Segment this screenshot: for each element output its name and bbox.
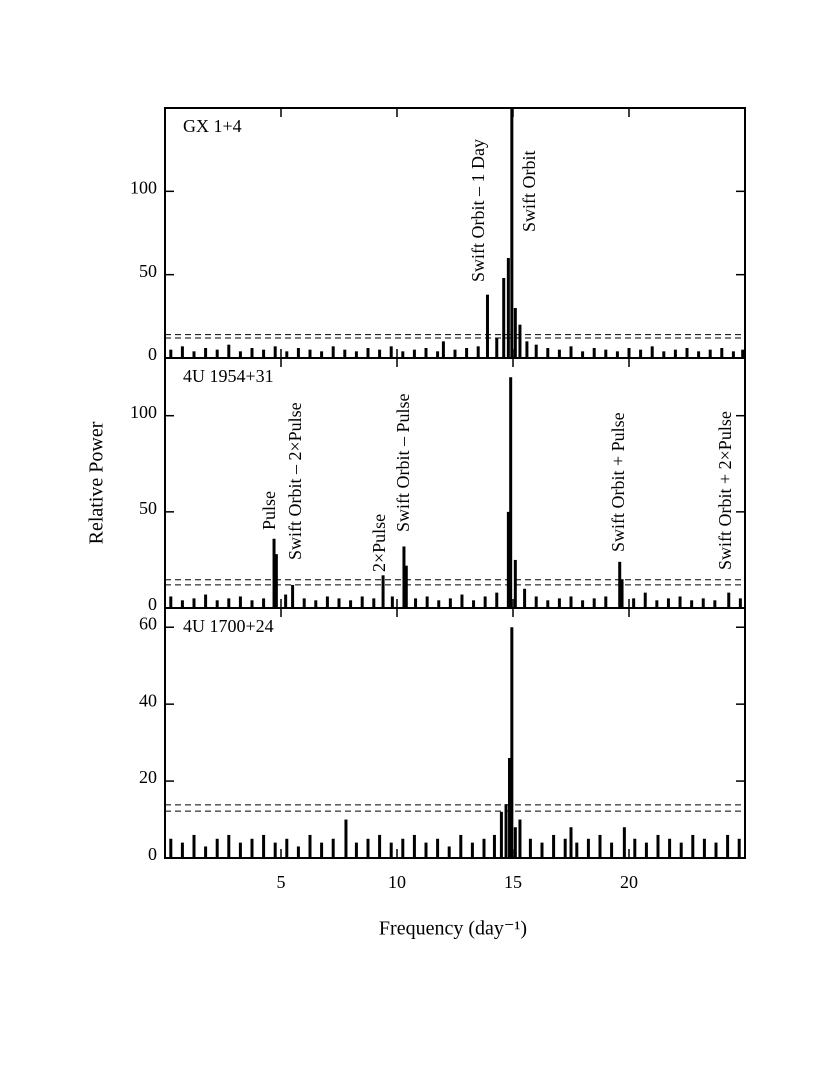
panel-label: GX 1+4 xyxy=(183,116,242,136)
y-tick-label: 0 xyxy=(148,844,157,864)
panel-frame xyxy=(164,357,746,609)
y-tick-label: 50 xyxy=(139,261,157,281)
x-axis-label: Frequency (day⁻¹) xyxy=(379,918,527,940)
annotation: 2×Pulse xyxy=(369,514,389,572)
annotation: Swift Orbit – 1 Day xyxy=(468,139,488,282)
annotation: Pulse xyxy=(259,491,279,530)
x-tick-label: 20 xyxy=(620,872,638,892)
y-tick-label: 20 xyxy=(139,767,157,787)
y-tick-label: 50 xyxy=(139,498,157,518)
y-tick-label: 100 xyxy=(130,402,157,422)
annotation: Swift Orbit – Pulse xyxy=(393,393,413,532)
x-tick-label: 15 xyxy=(504,872,522,892)
panel-label: 4U 1700+24 xyxy=(183,616,274,636)
y-tick-label: 60 xyxy=(139,613,157,633)
y-tick-label: 100 xyxy=(130,177,157,197)
annotation: Swift Orbit + Pulse xyxy=(608,412,628,552)
y-axis-label: Relative Power xyxy=(86,421,108,544)
annotation: Swift Orbit – 2×Pulse xyxy=(285,402,305,560)
y-tick-label: 40 xyxy=(139,690,157,710)
annotation: Swift Orbit xyxy=(519,150,539,232)
panel-frame xyxy=(164,107,746,359)
x-tick-label: 10 xyxy=(388,872,406,892)
panel-frame xyxy=(164,607,746,859)
y-tick-label: 0 xyxy=(148,344,157,364)
panel-label: 4U 1954+31 xyxy=(183,366,274,386)
annotation: Swift Orbit + 2×Pulse xyxy=(715,411,735,570)
x-tick-label: 5 xyxy=(277,872,286,892)
y-tick-label: 0 xyxy=(148,594,157,614)
